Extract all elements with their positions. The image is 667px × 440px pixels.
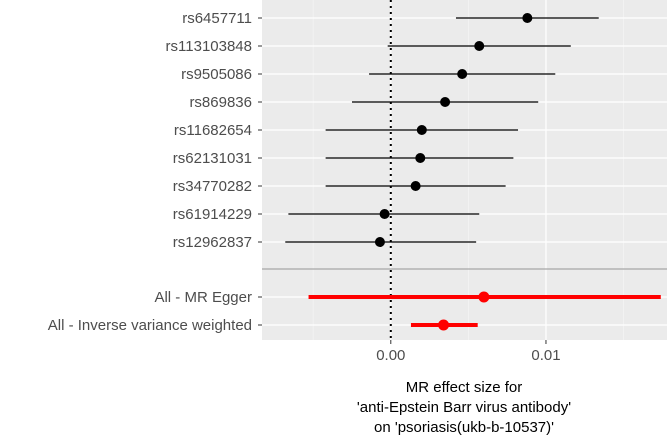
snp-point [410, 181, 421, 191]
summary-point [438, 319, 450, 331]
summary-label: All - Inverse variance weighted [48, 317, 252, 334]
chart-marks [285, 13, 661, 331]
snp-point [374, 237, 385, 247]
snp-point [457, 69, 468, 79]
x-axis-title: MR effect size for 'anti-Epstein Barr vi… [357, 379, 571, 436]
snp-label: rs869836 [189, 94, 252, 111]
snp-point [522, 13, 533, 23]
y-axis-labels: rs6457711 rs113103848 rs9505086 rs869836 rs1… [48, 10, 262, 334]
summary-point [478, 291, 490, 303]
x-axis-title-line-3: on 'psoriasis(ukb-b-10537)' [374, 419, 554, 436]
snp-label: rs9505086 [181, 66, 252, 83]
snp-point [379, 209, 390, 219]
snp-point [416, 125, 427, 135]
x-tick-label: 0.00 [376, 347, 405, 364]
snp-point [474, 41, 485, 51]
snp-label: rs34770282 [173, 178, 252, 195]
snp-label: rs11682654 [174, 122, 252, 139]
snp-label: rs12962837 [173, 234, 252, 251]
x-tick-label: 0.01 [531, 347, 560, 364]
x-axis-title-line-1: MR effect size for [406, 379, 522, 396]
snp-label: rs62131031 [173, 150, 252, 167]
summary-label: All - MR Egger [154, 289, 252, 306]
x-axis-title-line-2: 'anti-Epstein Barr virus antibody' [357, 399, 571, 416]
snp-label: rs6457711 [182, 10, 252, 27]
plot-panel [262, 0, 667, 340]
snp-label: rs113103848 [166, 38, 252, 55]
snp-label: rs61914229 [173, 206, 252, 223]
x-axis: 0.00 0.01 [376, 340, 561, 364]
snp-point [440, 97, 451, 107]
snp-point [415, 153, 426, 163]
